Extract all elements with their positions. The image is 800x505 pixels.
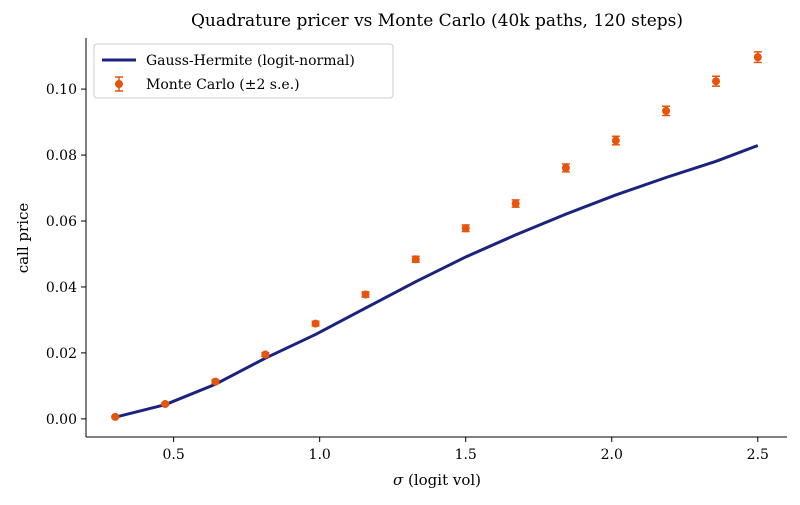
monte-carlo-point <box>753 51 762 64</box>
x-tick-label: 0.5 <box>162 447 184 463</box>
monte-carlo-point <box>211 377 220 386</box>
legend-label-gauss-hermite: Gauss-Hermite (logit-normal) <box>146 53 355 69</box>
monte-carlo-marker <box>712 77 721 86</box>
monte-carlo-marker <box>662 106 671 115</box>
monte-carlo-marker <box>411 255 420 264</box>
monte-carlo-point <box>111 412 120 421</box>
monte-carlo-point <box>411 255 420 264</box>
monte-carlo-marker <box>461 224 470 233</box>
monte-carlo-marker <box>161 400 170 409</box>
legend: Gauss-Hermite (logit-normal) Monte Carlo… <box>93 43 394 99</box>
gauss-hermite-line <box>114 144 759 419</box>
monte-carlo-marker <box>611 136 620 145</box>
x-axis-label-text: (logit vol) <box>403 471 481 489</box>
monte-carlo-marker <box>311 319 320 328</box>
monte-carlo-marker <box>111 412 120 421</box>
y-tick-label: 0.00 <box>46 412 77 428</box>
monte-carlo-point <box>712 75 721 87</box>
monte-carlo-marker <box>511 199 520 208</box>
plot-area <box>111 51 762 421</box>
x-tick-label: 1.0 <box>309 447 331 463</box>
y-tick-label: 0.08 <box>46 148 77 164</box>
monte-carlo-point <box>311 319 320 328</box>
y-tick-label: 0.10 <box>46 82 77 98</box>
monte-carlo-point <box>561 163 570 173</box>
y-tick-label: 0.02 <box>46 346 77 362</box>
legend-label-monte-carlo: Monte Carlo (±2 s.e.) <box>146 77 300 93</box>
monte-carlo-marker <box>261 350 270 359</box>
monte-carlo-point <box>611 135 620 146</box>
x-tick-label: 2.5 <box>747 447 769 463</box>
monte-carlo-marker <box>561 163 570 172</box>
y-tick-label: 0.04 <box>46 280 77 296</box>
y-axis-ticks: 0.00 0.02 0.04 0.06 0.08 0.10 <box>46 82 86 428</box>
monte-carlo-point <box>511 199 520 208</box>
monte-carlo-point <box>161 400 170 409</box>
chart-title: Quadrature pricer vs Monte Carlo (40k pa… <box>191 11 683 31</box>
monte-carlo-point <box>361 290 370 299</box>
monte-carlo-marker <box>361 290 370 299</box>
monte-carlo-marker <box>753 53 762 62</box>
y-tick-label: 0.06 <box>46 214 77 230</box>
legend-marker <box>115 80 123 88</box>
monte-carlo-point <box>261 350 270 359</box>
monte-carlo-point <box>461 224 470 233</box>
monte-carlo-marker <box>211 377 220 386</box>
x-tick-label: 2.0 <box>601 447 623 463</box>
legend-errorbar-swatch <box>115 76 123 92</box>
legend-box <box>93 43 394 99</box>
x-axis-label-symbol: σ <box>393 471 404 489</box>
x-axis-label: σ (logit vol) <box>393 471 481 489</box>
y-axis-label: call price <box>14 203 32 274</box>
x-tick-label: 1.5 <box>455 447 477 463</box>
monte-carlo-point <box>662 105 671 117</box>
x-axis-ticks: 0.5 1.0 1.5 2.0 2.5 <box>162 437 769 463</box>
